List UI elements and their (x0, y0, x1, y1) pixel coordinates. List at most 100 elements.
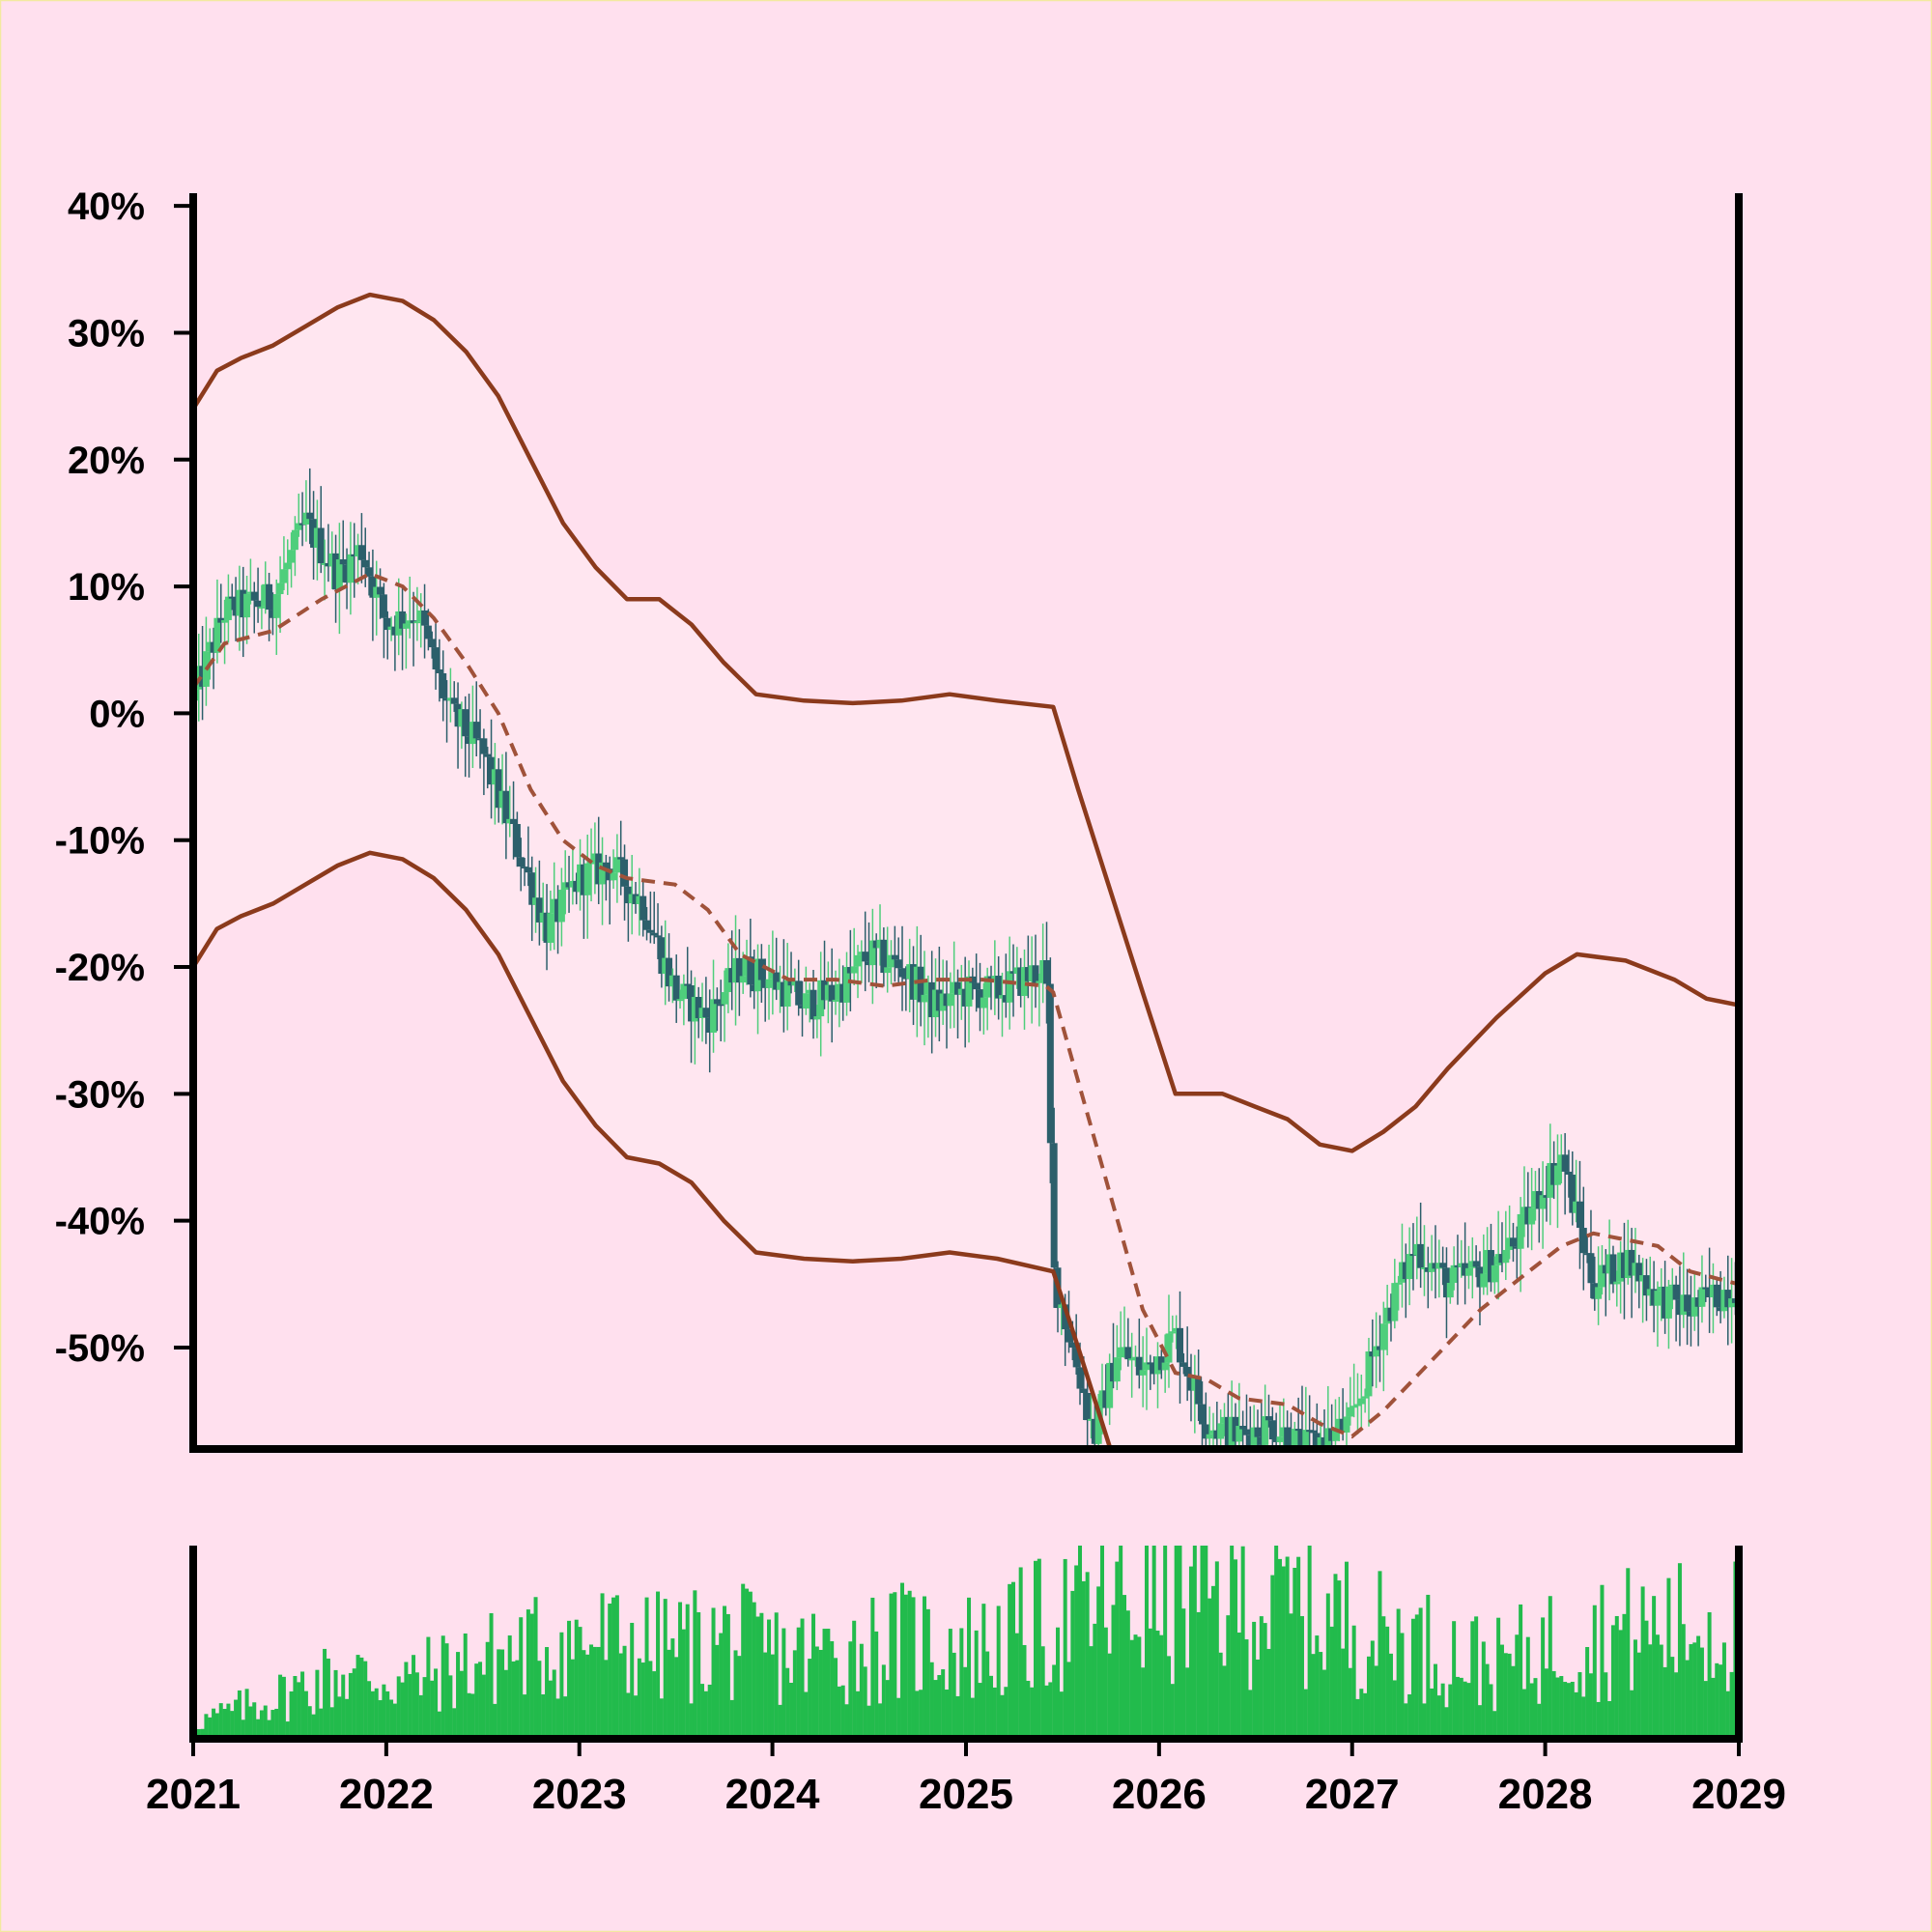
volume-bar (893, 1592, 897, 1739)
volume-bar (1348, 1667, 1352, 1739)
candle-body (806, 989, 813, 994)
candle-body (1179, 1362, 1187, 1367)
candle-body (1680, 1294, 1688, 1316)
volume-bar (1311, 1654, 1316, 1739)
y-tick-label: -20% (55, 947, 145, 989)
candle-body (1065, 1329, 1073, 1343)
candle-body (1021, 967, 1029, 996)
volume-bar (434, 1668, 439, 1739)
candle-body (832, 999, 839, 1002)
candle-body (210, 641, 217, 653)
candle-body (757, 958, 765, 980)
volume-bar (1218, 1652, 1223, 1739)
candle-body (662, 957, 669, 975)
volume-axes: 2021 2022 2023 2024 2025 2026 2027 2028 2029 (146, 1546, 1786, 1818)
volume-bar (1410, 1618, 1415, 1739)
candle (1454, 1235, 1462, 1305)
volume-bar (1281, 1566, 1286, 1739)
candle (380, 582, 387, 659)
candle-body (1654, 1291, 1662, 1306)
volume-bar (952, 1652, 956, 1739)
volume-bar (412, 1655, 416, 1739)
candle (902, 966, 910, 1011)
candle (1531, 1171, 1539, 1221)
candle-body (254, 600, 262, 608)
candle-body (454, 703, 462, 727)
volume-bar (725, 1613, 730, 1739)
volume-bar (567, 1620, 572, 1739)
volume-bar (1337, 1580, 1342, 1739)
volume-bar (533, 1597, 538, 1739)
volume-bar (685, 1604, 690, 1739)
volume-bar (1610, 1625, 1615, 1739)
x-tick-label: 2027 (1305, 1771, 1400, 1818)
candle-body (1694, 1297, 1702, 1307)
candle-body (1687, 1311, 1694, 1317)
candle (987, 965, 995, 1010)
volume-bar (289, 1690, 294, 1739)
volume-bar (1426, 1594, 1431, 1739)
candle (1468, 1236, 1476, 1299)
volume-bar (818, 1649, 823, 1739)
volume-bar (1155, 1631, 1160, 1739)
volume-bar (1341, 1648, 1346, 1739)
candle-body (532, 897, 540, 905)
candle-body (1432, 1263, 1439, 1269)
candle (951, 941, 958, 1029)
candle-body (317, 527, 325, 564)
volume-bar (1648, 1644, 1653, 1739)
volume-bar (1089, 1646, 1094, 1739)
candle-body (1331, 1428, 1339, 1441)
candle-body (1109, 1362, 1117, 1382)
candle-body (1294, 1429, 1302, 1432)
volume-bar (1214, 1561, 1219, 1739)
volume-bar (919, 1690, 923, 1739)
candle-body (1002, 995, 1009, 1003)
y-tick-label: -10% (55, 820, 145, 863)
volume-bar (755, 1616, 760, 1739)
volume-bar (663, 1599, 668, 1739)
candle-body (739, 976, 747, 983)
candle (1406, 1227, 1413, 1306)
volume-bar (1577, 1672, 1582, 1739)
volume-bar (948, 1629, 952, 1739)
candle-body (1528, 1208, 1536, 1225)
price-axes: 40% 30% 20% 10% 0% -10% -20% -30% -40% -50% (55, 185, 1743, 1453)
volume-bar (644, 1597, 649, 1739)
candle (391, 615, 399, 671)
candle (1254, 1409, 1262, 1449)
volume-bar (667, 1649, 671, 1739)
candle (1487, 1223, 1494, 1293)
candle-body (436, 668, 443, 673)
candle (1298, 1385, 1306, 1449)
candle (891, 925, 898, 982)
candle (1628, 1228, 1635, 1319)
volume-bar (681, 1629, 686, 1739)
candle-body (325, 562, 332, 567)
candle (243, 576, 251, 644)
volume-bar (1166, 1656, 1171, 1739)
volume-bar (355, 1655, 360, 1739)
candle (839, 965, 847, 1021)
candle-body (224, 596, 232, 620)
volume-bar (1037, 1558, 1041, 1739)
candle (628, 855, 636, 935)
volume-bar (326, 1658, 330, 1739)
candle-body (1561, 1154, 1569, 1172)
candle-body (535, 897, 543, 923)
candle-body (262, 583, 270, 607)
candle-body (1254, 1427, 1262, 1437)
volume-bar (1299, 1616, 1304, 1739)
candle-body (1246, 1435, 1254, 1449)
candle-body (306, 512, 314, 520)
candle-body (1628, 1249, 1635, 1276)
candle-body (732, 957, 740, 983)
volume-bar (1119, 1546, 1123, 1739)
candle-body (1591, 1283, 1599, 1299)
candle-body (1306, 1430, 1314, 1433)
x-tick-label: 2028 (1498, 1771, 1593, 1818)
candle-body (1635, 1263, 1643, 1282)
candle (672, 954, 680, 1023)
candle (525, 826, 532, 887)
